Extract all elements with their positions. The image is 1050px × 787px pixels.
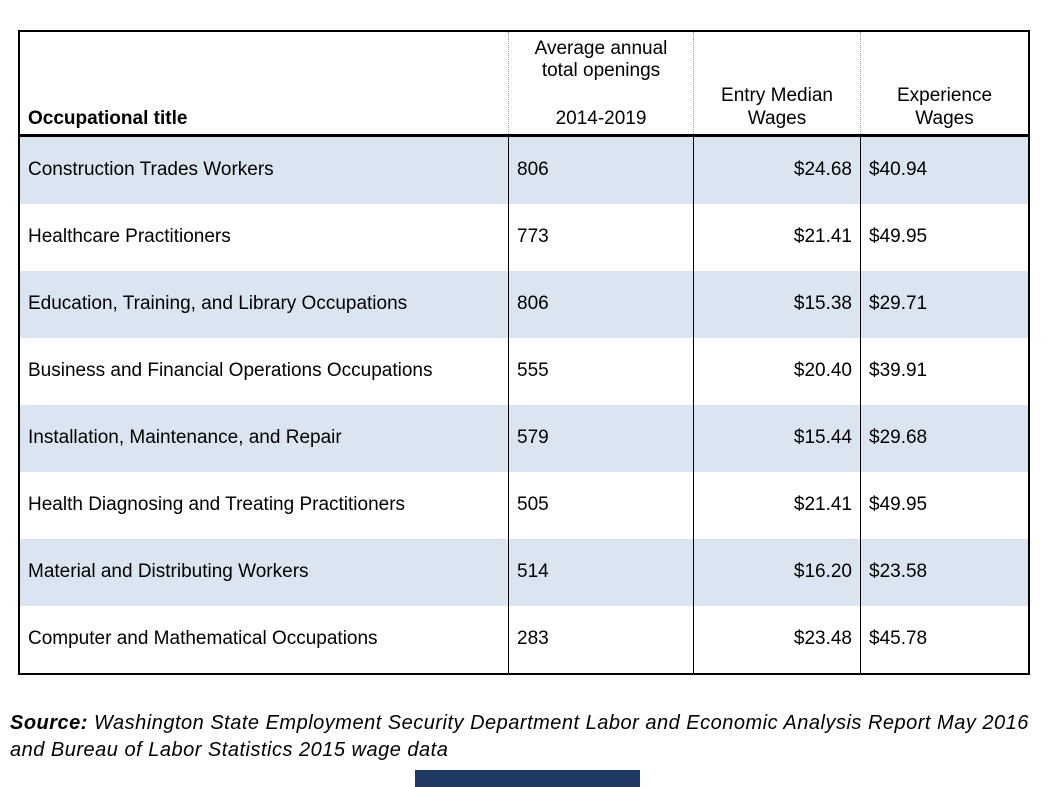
cell-entry-median-wage: $21.41 bbox=[693, 472, 860, 539]
header-average-openings-top: Average annual total openings bbox=[534, 38, 668, 82]
table-row: Installation, Maintenance, and Repair 57… bbox=[20, 405, 1028, 472]
cell-entry-median-wage: $16.20 bbox=[693, 539, 860, 606]
cell-experience-wage: $23.58 bbox=[860, 539, 1028, 606]
table-row: Computer and Mathematical Occupations 28… bbox=[20, 606, 1028, 673]
cell-experience-wage: $49.95 bbox=[860, 204, 1028, 271]
cell-title: Installation, Maintenance, and Repair bbox=[28, 427, 342, 449]
occupations-table: Occupational title Average annual total … bbox=[18, 30, 1030, 675]
cell-openings: 579 bbox=[508, 405, 693, 472]
cell-openings: 806 bbox=[508, 271, 693, 338]
cell-entry-median-wage: $15.38 bbox=[693, 271, 860, 338]
table-row: Construction Trades Workers 806 $24.68 $… bbox=[20, 137, 1028, 204]
table-row: Business and Financial Operations Occupa… bbox=[20, 338, 1028, 405]
cell-experience-wage: $29.68 bbox=[860, 405, 1028, 472]
source-label: Source: bbox=[10, 712, 88, 734]
cell-title: Health Diagnosing and Treating Practitio… bbox=[28, 494, 406, 516]
table-row: Education, Training, and Library Occupat… bbox=[20, 271, 1028, 338]
table-body: Construction Trades Workers 806 $24.68 $… bbox=[20, 137, 1028, 673]
slide-accent-bar bbox=[415, 770, 640, 787]
header-average-openings: Average annual total openings 2014-2019 bbox=[508, 32, 693, 134]
header-experience-wages: Experience Wages bbox=[860, 32, 1028, 134]
cell-experience-wage: $39.91 bbox=[860, 338, 1028, 405]
header-occupational-title: Occupational title bbox=[20, 32, 508, 134]
cell-experience-wage: $45.78 bbox=[860, 606, 1028, 673]
cell-title: Healthcare Practitioners bbox=[28, 226, 231, 248]
cell-openings: 283 bbox=[508, 606, 693, 673]
cell-openings: 806 bbox=[508, 137, 693, 204]
cell-openings: 555 bbox=[508, 338, 693, 405]
cell-experience-wage: $29.71 bbox=[860, 271, 1028, 338]
cell-experience-wage: $49.95 bbox=[860, 472, 1028, 539]
cell-entry-median-wage: $24.68 bbox=[693, 137, 860, 204]
source-text: Washington State Employment Security Dep… bbox=[10, 712, 1029, 761]
cell-openings: 505 bbox=[508, 472, 693, 539]
cell-title: Education, Training, and Library Occupat… bbox=[28, 293, 408, 315]
cell-title: Construction Trades Workers bbox=[28, 159, 274, 181]
cell-entry-median-wage: $23.48 bbox=[693, 606, 860, 673]
cell-experience-wage: $40.94 bbox=[860, 137, 1028, 204]
table-row: Health Diagnosing and Treating Practitio… bbox=[20, 472, 1028, 539]
cell-entry-median-wage: $20.40 bbox=[693, 338, 860, 405]
table-row: Healthcare Practitioners 773 $21.41 $49.… bbox=[20, 204, 1028, 271]
table-header-row: Occupational title Average annual total … bbox=[20, 32, 1028, 137]
cell-entry-median-wage: $15.44 bbox=[693, 405, 860, 472]
source-note: Source: Washington State Employment Secu… bbox=[10, 710, 1042, 764]
cell-title: Computer and Mathematical Occupations bbox=[28, 628, 378, 650]
cell-entry-median-wage: $21.41 bbox=[693, 204, 860, 271]
cell-title: Material and Distributing Workers bbox=[28, 561, 309, 583]
cell-title: Business and Financial Operations Occupa… bbox=[28, 360, 433, 382]
header-entry-median-wages: Entry Median Wages bbox=[693, 32, 860, 134]
cell-openings: 514 bbox=[508, 539, 693, 606]
header-occupational-title-label: Occupational title bbox=[28, 107, 188, 129]
table-row: Material and Distributing Workers 514 $1… bbox=[20, 539, 1028, 606]
cell-openings: 773 bbox=[508, 204, 693, 271]
header-average-openings-years: 2014-2019 bbox=[555, 107, 647, 129]
